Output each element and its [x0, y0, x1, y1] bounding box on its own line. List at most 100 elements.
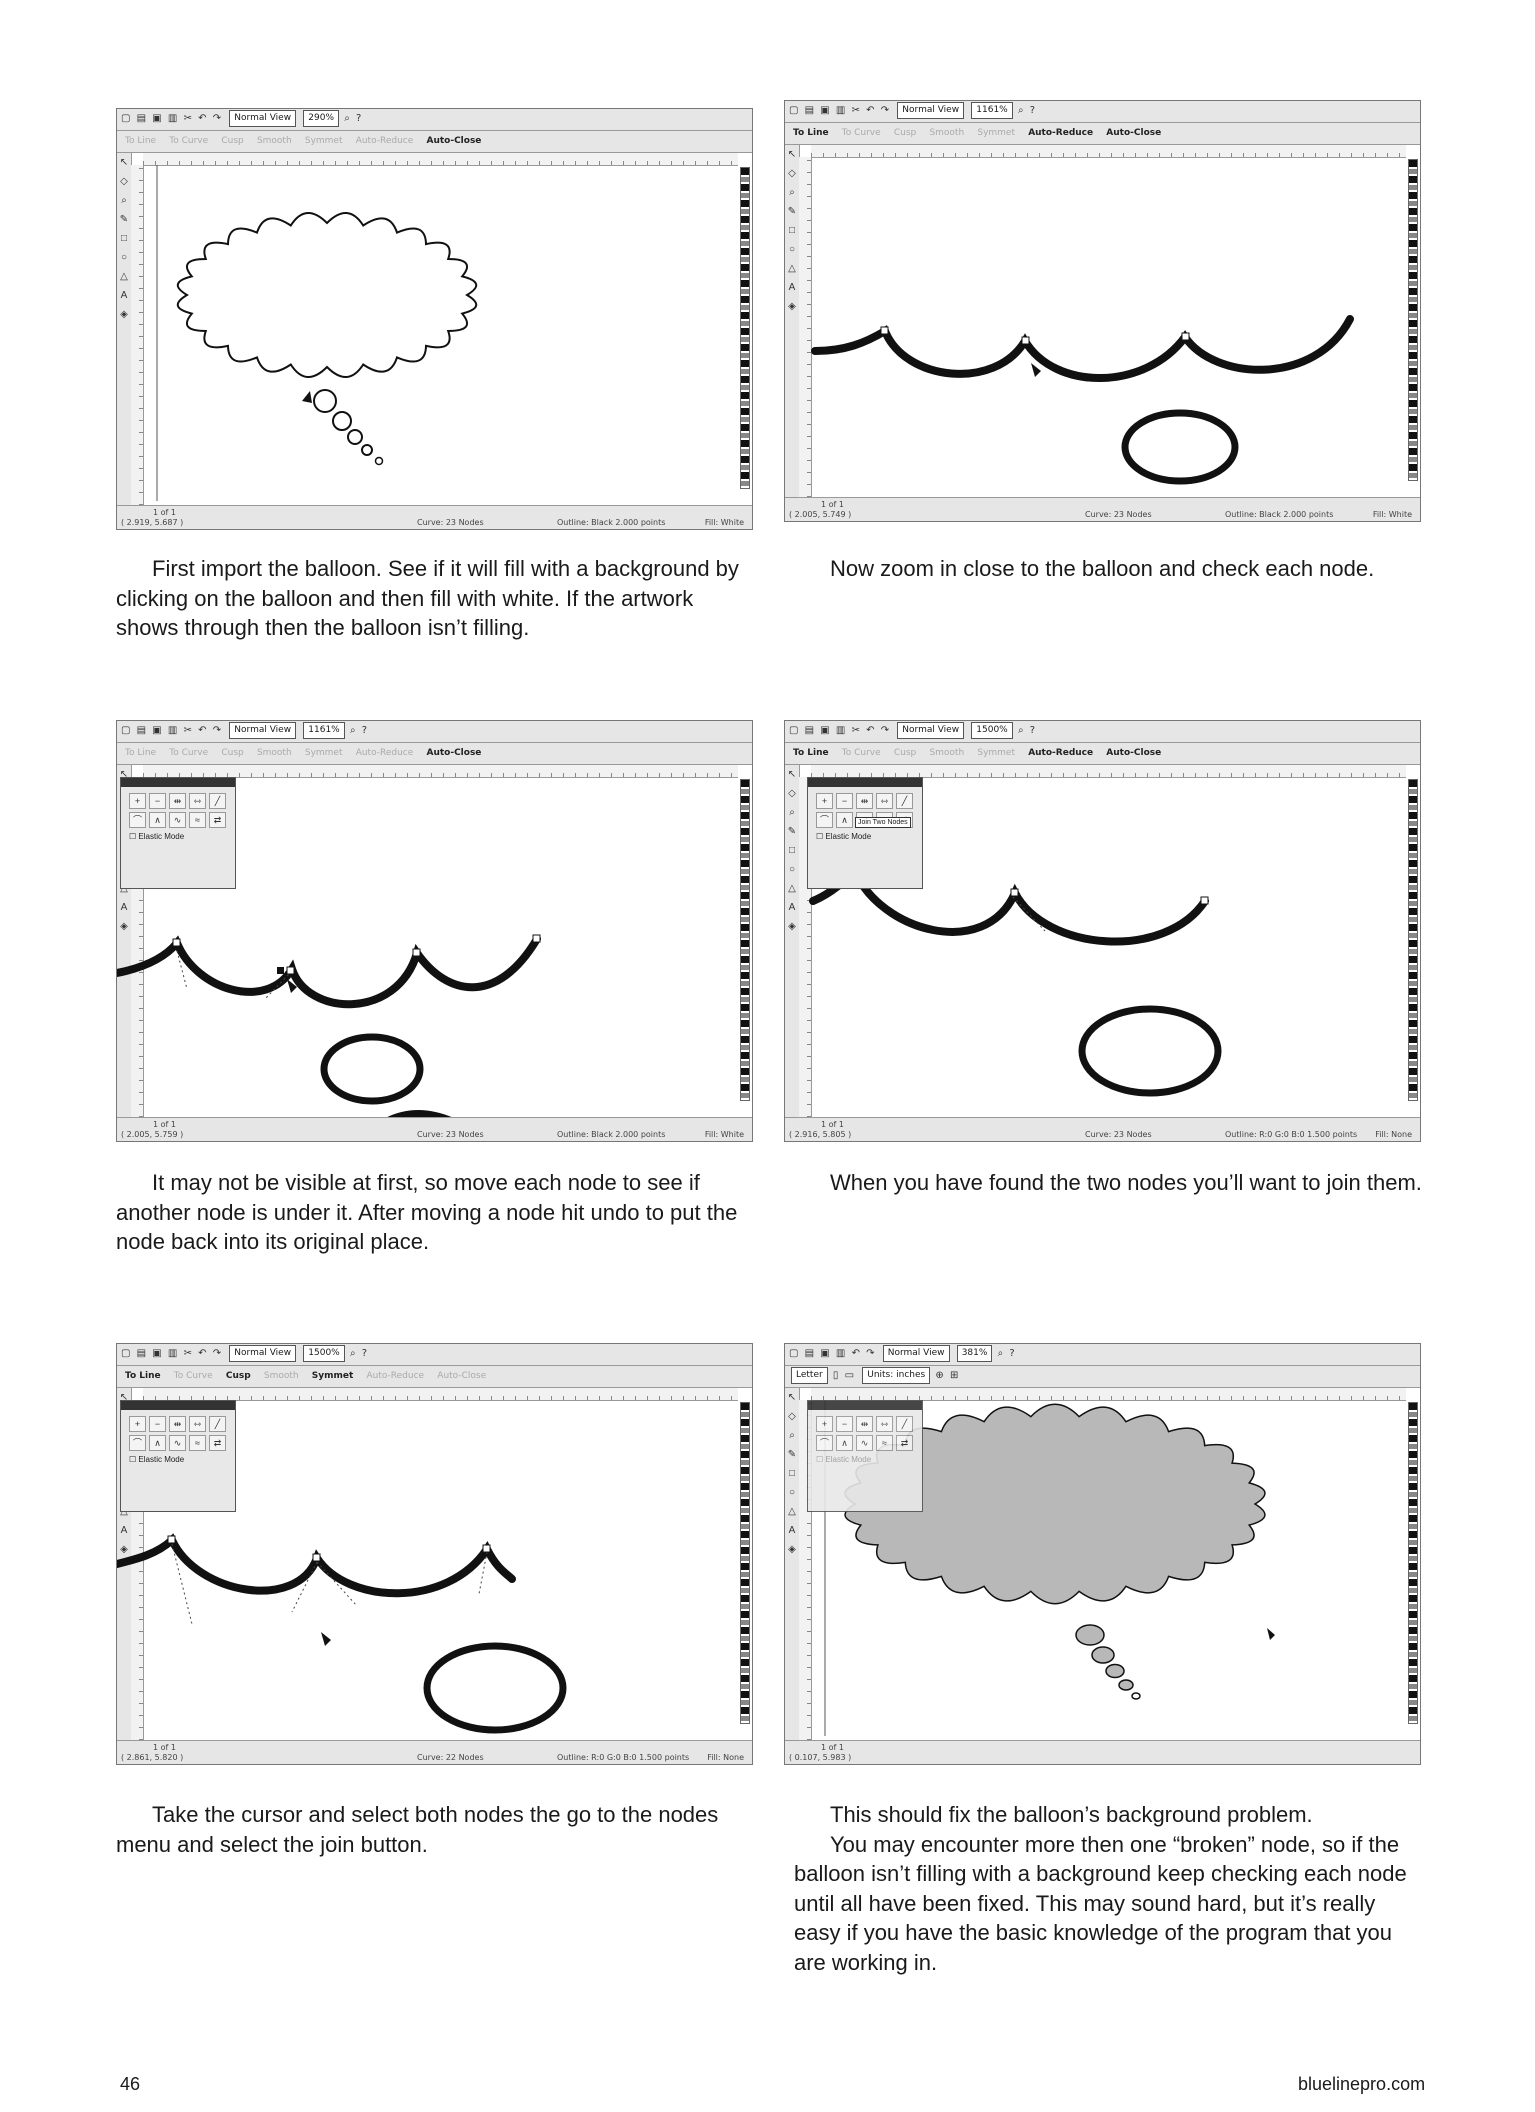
canvas[interactable] — [117, 109, 752, 529]
open-icon[interactable]: ▤ — [804, 1348, 815, 1359]
print-icon[interactable]: ▥ — [167, 113, 178, 124]
zoom-icon[interactable]: ⌕ — [997, 1348, 1004, 1359]
print-icon[interactable]: ▥ — [835, 1348, 846, 1359]
to-curve-button[interactable]: To Curve — [173, 1371, 213, 1381]
to-curve-button[interactable]: To Curve — [169, 136, 209, 146]
print-icon[interactable]: ▥ — [835, 105, 846, 116]
new-file-icon[interactable]: ▢ — [789, 725, 799, 736]
zoom-icon[interactable]: ⌕ — [344, 113, 350, 124]
print-icon[interactable]: ▥ — [167, 725, 178, 736]
zoom-icon[interactable]: ⌕ — [121, 195, 127, 206]
fill-icon[interactable]: ◈ — [120, 921, 128, 932]
join-nodes-button[interactable]: ⇹ — [856, 1416, 873, 1432]
text-icon[interactable]: A — [788, 902, 796, 913]
to-curve-node-button[interactable]: ⌒ — [816, 812, 833, 828]
delete-node-button[interactable]: − — [149, 793, 166, 809]
page-indicator[interactable]: 1 of 1 — [153, 508, 176, 517]
shape-icon[interactable]: ◇ — [120, 176, 128, 187]
canvas[interactable] — [785, 101, 1420, 521]
freehand-icon[interactable]: ✎ — [787, 206, 797, 217]
rectangle-icon[interactable]: □ — [788, 225, 796, 236]
page-indicator[interactable]: 1 of 1 — [153, 1743, 176, 1752]
freehand-icon[interactable]: ✎ — [787, 826, 797, 837]
rectangle-icon[interactable]: □ — [120, 233, 128, 244]
color-palette[interactable] — [1408, 1402, 1418, 1724]
rollup-title-bar[interactable] — [121, 778, 235, 787]
pointer-icon[interactable]: ↖ — [787, 1392, 797, 1403]
zoom-select[interactable]: 290% — [303, 109, 340, 127]
to-line-button[interactable]: To Line — [125, 136, 157, 146]
elastic-mode-checkbox[interactable]: ☐ Elastic Mode — [816, 1455, 872, 1464]
cusp-button[interactable]: Cusp — [221, 748, 244, 758]
to-curve-button[interactable]: To Curve — [841, 748, 881, 758]
zoom-select[interactable]: 1500% — [971, 721, 1013, 739]
fill-icon[interactable]: ◈ — [120, 1544, 128, 1555]
help-icon[interactable]: ? — [356, 113, 362, 124]
zoom-select[interactable]: 1161% — [303, 721, 345, 739]
to-curve-button[interactable]: To Curve — [169, 748, 209, 758]
ellipse-icon[interactable]: ○ — [788, 1487, 796, 1498]
undo-icon[interactable]: ↶ — [198, 1348, 207, 1359]
fill-icon[interactable]: ◈ — [788, 921, 796, 932]
cut-icon[interactable]: ✂ — [183, 725, 192, 736]
elastic-mode-checkbox[interactable]: ☐ Elastic Mode — [129, 1455, 185, 1464]
rectangle-icon[interactable]: □ — [788, 845, 796, 856]
redo-icon[interactable]: ↷ — [880, 105, 890, 116]
pointer-icon[interactable]: ↖ — [787, 769, 797, 780]
to-curve-node-button[interactable]: ⌒ — [816, 1435, 833, 1451]
auto-close-button[interactable]: Auto-Close — [426, 136, 482, 146]
redo-icon[interactable]: ↷ — [880, 725, 890, 736]
zoom-select[interactable]: 1500% — [303, 1344, 345, 1362]
new-file-icon[interactable]: ▢ — [121, 725, 131, 736]
color-palette[interactable] — [1408, 779, 1418, 1101]
cusp-button[interactable]: Cusp — [893, 128, 917, 138]
new-file-icon[interactable]: ▢ — [121, 1348, 131, 1359]
rectangle-icon[interactable]: □ — [788, 1468, 796, 1479]
symmetric-node-button[interactable]: ≈ — [876, 1435, 893, 1451]
smooth-button[interactable]: Smooth — [929, 128, 965, 138]
zoom-icon[interactable]: ⌕ — [349, 1348, 356, 1359]
symmetric-node-button[interactable]: ≈ — [189, 1435, 206, 1451]
symmet-button[interactable]: Symmet — [311, 1371, 354, 1381]
page-indicator[interactable]: 1 of 1 — [821, 1120, 844, 1129]
auto-reduce-button[interactable]: Auto-Reduce — [366, 1371, 425, 1381]
ellipse-icon[interactable]: ○ — [788, 864, 796, 875]
ellipse-icon[interactable]: ○ — [120, 252, 128, 263]
freehand-icon[interactable]: ✎ — [119, 214, 129, 225]
text-icon[interactable]: A — [788, 1525, 796, 1536]
symmet-button[interactable]: Symmet — [304, 136, 343, 146]
add-node-button[interactable]: + — [129, 1416, 146, 1432]
cusp-button[interactable]: Cusp — [893, 748, 917, 758]
zoom-select[interactable]: 381% — [956, 1344, 993, 1362]
to-curve-node-button[interactable]: ⌒ — [129, 1435, 146, 1451]
auto-close-button[interactable]: Auto-Close — [426, 748, 482, 758]
undo-icon[interactable]: ↶ — [851, 1348, 860, 1359]
zoom-icon[interactable]: ⌕ — [789, 187, 795, 198]
reverse-curve-button[interactable]: ⇄ — [209, 812, 226, 828]
zoom-icon[interactable]: ⌕ — [1017, 725, 1024, 736]
portrait-icon[interactable]: ▯ — [832, 1370, 839, 1381]
undo-icon[interactable]: ↶ — [866, 105, 875, 116]
open-icon[interactable]: ▤ — [136, 113, 147, 124]
open-icon[interactable]: ▤ — [804, 105, 815, 116]
help-icon[interactable]: ? — [361, 1348, 368, 1359]
smooth-node-button[interactable]: ∿ — [169, 1435, 186, 1451]
add-node-button[interactable]: + — [816, 793, 833, 809]
break-node-button[interactable]: ⇿ — [876, 1416, 893, 1432]
symmet-button[interactable]: Symmet — [977, 128, 1015, 138]
to-line-node-button[interactable]: ╱ — [896, 1416, 913, 1432]
smooth-node-button[interactable]: ∿ — [856, 1435, 873, 1451]
break-node-button[interactable]: ⇿ — [876, 793, 893, 809]
fill-icon[interactable]: ◈ — [788, 301, 796, 312]
view-mode-select[interactable]: Normal View — [229, 109, 297, 127]
redo-icon[interactable]: ↷ — [212, 725, 222, 736]
symmet-button[interactable]: Symmet — [977, 748, 1015, 758]
add-node-button[interactable]: + — [129, 793, 146, 809]
delete-node-button[interactable]: − — [836, 1416, 853, 1432]
print-icon[interactable]: ▥ — [835, 725, 846, 736]
fill-icon[interactable]: ◈ — [788, 1544, 796, 1555]
cut-icon[interactable]: ✂ — [183, 113, 192, 124]
color-palette[interactable] — [740, 167, 750, 489]
canvas[interactable] — [117, 1344, 752, 1764]
undo-icon[interactable]: ↶ — [198, 725, 207, 736]
